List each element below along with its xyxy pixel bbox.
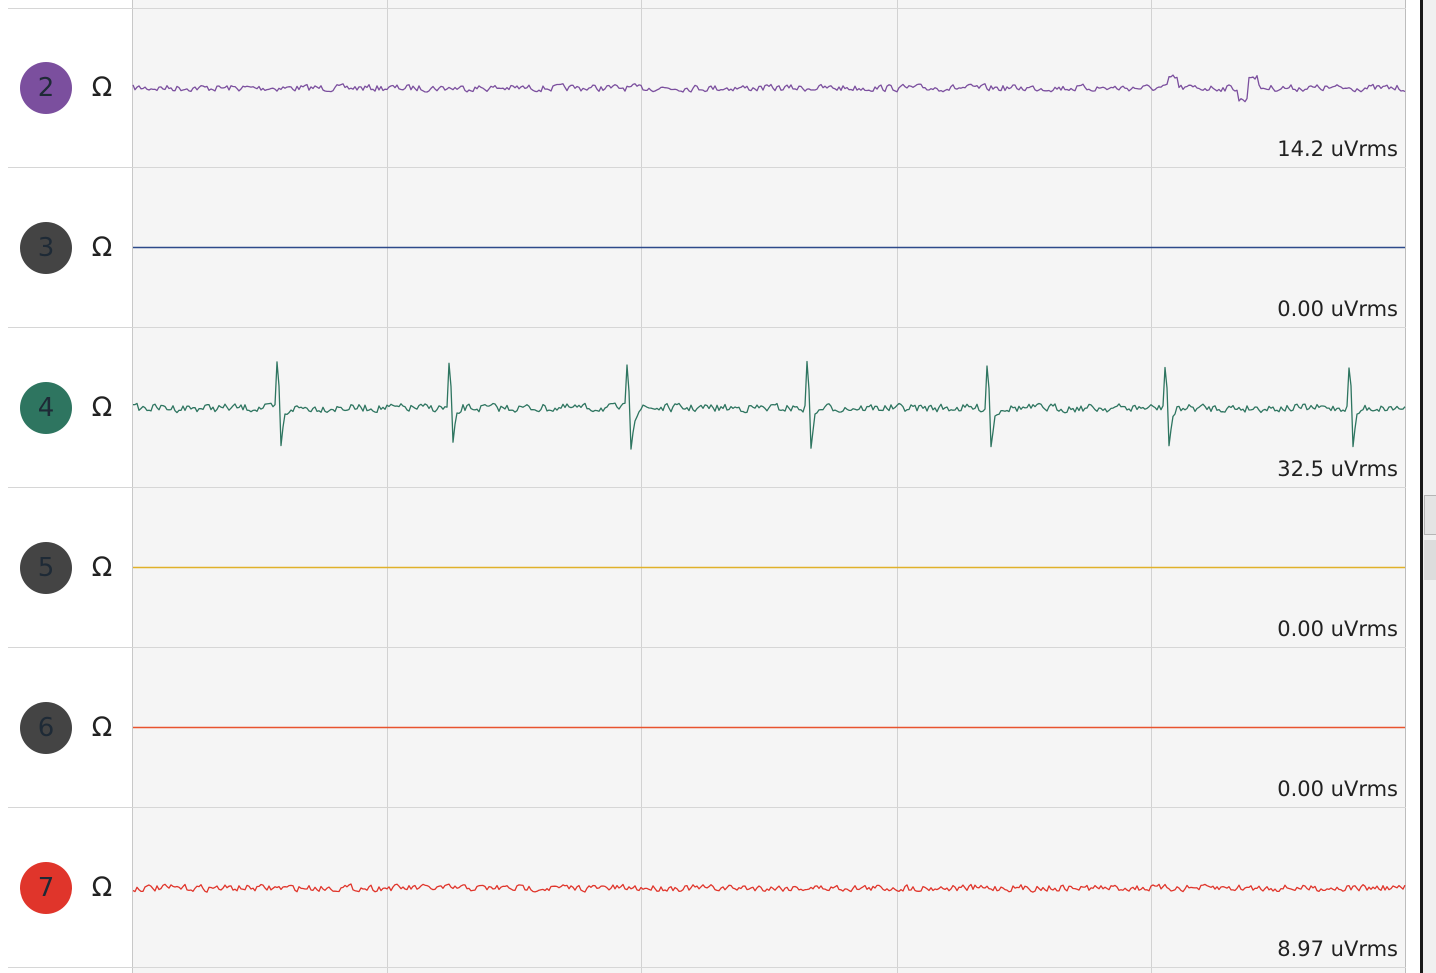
channel-6-impedance-icon[interactable]: Ω	[91, 712, 113, 743]
channel-2-trace	[132, 74, 1406, 103]
row-separator	[8, 8, 1406, 9]
time-gridline	[387, 0, 388, 973]
row-separator	[8, 807, 1406, 808]
side-panel	[1423, 0, 1436, 973]
channel-7-rms-label: 8.97 uVrms	[1275, 937, 1400, 961]
channel-4-trace	[132, 360, 1406, 450]
channel-2-rms-label: 14.2 uVrms	[1275, 137, 1400, 161]
row-separator	[8, 167, 1406, 168]
time-series-panel: 2 Ω 14.2 uVrms 3 Ω 0.00 uVrms 4 Ω 32.5 u…	[8, 0, 1406, 973]
channel-3-rms-label: 0.00 uVrms	[1275, 297, 1400, 321]
channel-2-toggle-button[interactable]: 2	[20, 62, 72, 114]
channel-6-rms-label: 0.00 uVrms	[1275, 777, 1400, 801]
time-gridline	[897, 0, 898, 973]
signal-traces	[132, 74, 1406, 893]
side-panel-tab[interactable]	[1424, 495, 1436, 535]
channel-5-impedance-icon[interactable]: Ω	[91, 552, 113, 583]
channel-7-trace	[132, 883, 1406, 893]
channel-3-toggle-button[interactable]: 3	[20, 222, 72, 274]
time-gridline	[1151, 0, 1152, 973]
row-separator	[8, 487, 1406, 488]
plot-right-border	[1405, 0, 1406, 973]
row-separator	[8, 967, 1406, 968]
channel-4-toggle-button[interactable]: 4	[20, 382, 72, 434]
channel-7-impedance-icon[interactable]: Ω	[91, 872, 113, 903]
channel-2-impedance-icon[interactable]: Ω	[91, 72, 113, 103]
channel-5-toggle-button[interactable]: 5	[20, 542, 72, 594]
channel-5-rms-label: 0.00 uVrms	[1275, 617, 1400, 641]
plot-area	[133, 0, 1405, 973]
channel-4-impedance-icon[interactable]: Ω	[91, 392, 113, 423]
side-panel-scroll-handle[interactable]	[1424, 540, 1436, 580]
channel-7-toggle-button[interactable]: 7	[20, 862, 72, 914]
row-separator	[8, 327, 1406, 328]
channel-4-rms-label: 32.5 uVrms	[1275, 457, 1400, 481]
channel-6-toggle-button[interactable]: 6	[20, 702, 72, 754]
side-panel-divider	[1420, 0, 1423, 973]
channel-3-impedance-icon[interactable]: Ω	[91, 232, 113, 263]
row-separator	[8, 647, 1406, 648]
channel-controls-column	[8, 0, 133, 973]
time-gridline	[641, 0, 642, 973]
